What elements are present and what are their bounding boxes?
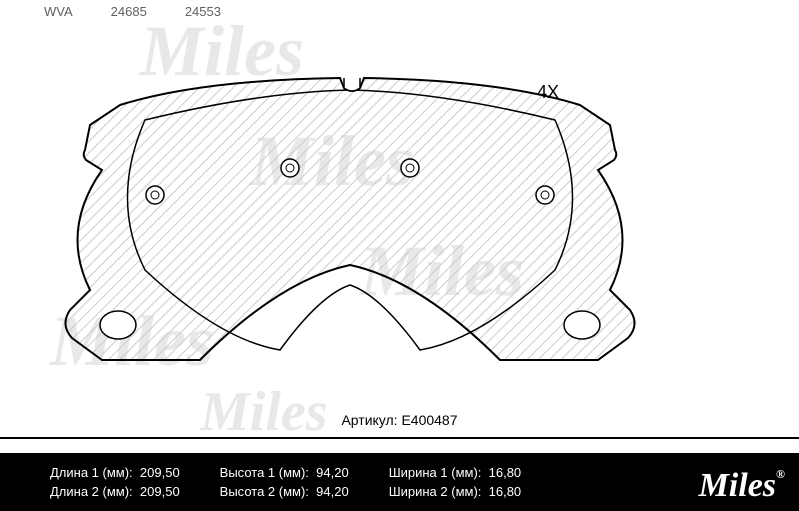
height-2: Высота 2 (мм): 94,20 <box>220 484 349 499</box>
code-row: WVA 24685 24553 <box>44 4 221 19</box>
brake-pad-diagram <box>0 60 799 420</box>
length-1: Длина 1 (мм): 209,50 <box>50 465 180 480</box>
dimensions-row-2: Длина 2 (мм): 209,50 Высота 2 (мм): 94,2… <box>50 484 779 499</box>
width-1: Ширина 1 (мм): 16,80 <box>389 465 521 480</box>
width-2: Ширина 2 (мм): 16,80 <box>389 484 521 499</box>
brand-logo: Miles® <box>699 467 785 505</box>
length-2: Длина 2 (мм): 209,50 <box>50 484 180 499</box>
code-label: WVA <box>44 4 73 19</box>
divider <box>0 437 799 439</box>
height-1: Высота 1 (мм): 94,20 <box>220 465 349 480</box>
code-value-1: 24685 <box>111 4 147 19</box>
article-value: E400487 <box>401 412 457 428</box>
dimensions-row-1: Длина 1 (мм): 209,50 Высота 1 (мм): 94,2… <box>50 465 779 480</box>
dimensions-block: Длина 1 (мм): 209,50 Высота 1 (мм): 94,2… <box>0 453 799 511</box>
code-value-2: 24553 <box>185 4 221 19</box>
article-label: Артикул: <box>341 412 397 428</box>
article-row: Артикул: E400487 <box>0 412 799 428</box>
